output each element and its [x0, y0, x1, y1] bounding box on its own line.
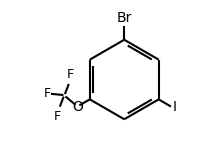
Text: F: F: [67, 68, 74, 81]
Text: O: O: [72, 100, 83, 114]
Text: F: F: [54, 110, 61, 123]
Text: Br: Br: [117, 11, 132, 25]
Text: I: I: [172, 100, 176, 114]
Text: F: F: [44, 87, 51, 100]
